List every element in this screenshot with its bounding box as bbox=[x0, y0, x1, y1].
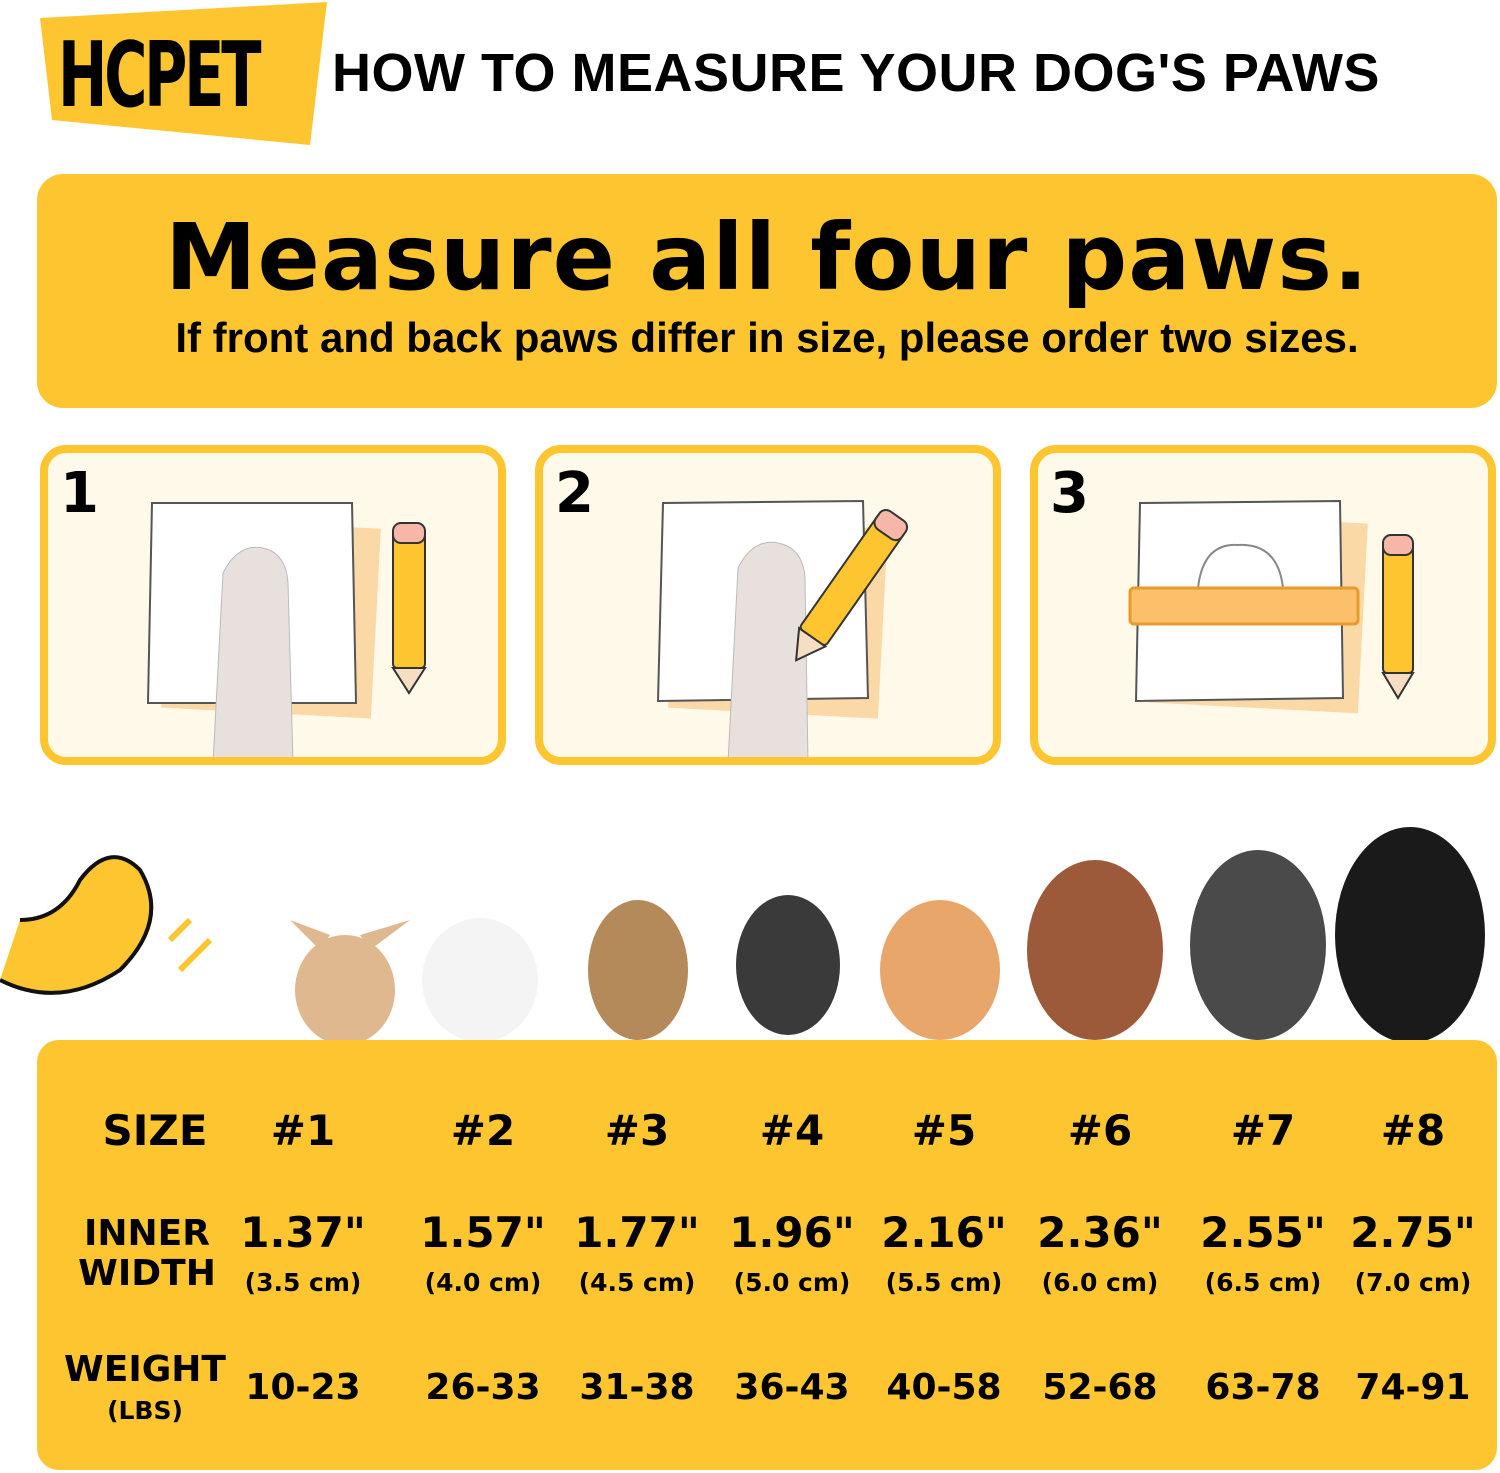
row-label-width: WIDTH bbox=[78, 1253, 216, 1294]
inner-width-cm: (4.5 cm) bbox=[578, 1268, 696, 1297]
size-value: #1 bbox=[270, 1106, 336, 1155]
step-number: 3 bbox=[1050, 461, 1089, 526]
weight-range: 31-38 bbox=[579, 1367, 695, 1408]
inner-width-inch: 2.55" bbox=[1200, 1208, 1326, 1257]
step-number: 1 bbox=[60, 461, 99, 526]
inner-width-cm: (4.0 cm) bbox=[424, 1268, 542, 1297]
step-card-1: 1 bbox=[40, 445, 506, 765]
weight-range: 63-78 bbox=[1205, 1367, 1321, 1408]
inner-width-cm: (6.0 cm) bbox=[1041, 1268, 1159, 1297]
inner-width-cm: (5.0 cm) bbox=[733, 1268, 851, 1297]
dog-schnauzer-icon bbox=[736, 895, 840, 1035]
size-value: #5 bbox=[911, 1106, 977, 1155]
dog-australian-shepherd-icon bbox=[1027, 860, 1163, 1040]
step-number: 2 bbox=[555, 461, 594, 526]
inner-width-cm: (6.5 cm) bbox=[1204, 1268, 1322, 1297]
size-value: #8 bbox=[1380, 1106, 1446, 1155]
inner-width-inch: 1.96" bbox=[729, 1208, 855, 1257]
page-title: HOW TO MEASURE YOUR DOG'S PAWS bbox=[332, 43, 1380, 103]
brand-logo: HCPET bbox=[58, 22, 262, 127]
size-value: #2 bbox=[450, 1106, 516, 1155]
row-label-inner: INNER bbox=[84, 1213, 210, 1254]
inner-width-inch: 2.75" bbox=[1350, 1208, 1476, 1257]
inner-width-inch: 1.37" bbox=[240, 1208, 366, 1257]
step-card-3: 3 bbox=[1030, 445, 1496, 765]
weight-range: 40-58 bbox=[886, 1367, 1002, 1408]
weight-range: 10-23 bbox=[245, 1367, 361, 1408]
inner-width-inch: 1.57" bbox=[420, 1208, 546, 1257]
ruler-measure-outline-icon bbox=[1128, 499, 1415, 714]
size-chart bbox=[37, 1040, 1497, 1470]
dog-breeds-illustration bbox=[0, 827, 1485, 1045]
weight-range: 26-33 bbox=[425, 1367, 541, 1408]
dog-rottweiler-icon bbox=[1335, 827, 1485, 1043]
banner-headline: Measure all four paws. bbox=[164, 204, 1370, 311]
size-value: #3 bbox=[604, 1106, 670, 1155]
weight-range: 52-68 bbox=[1042, 1367, 1158, 1408]
paw-on-paper-icon bbox=[146, 502, 427, 757]
row-label-weight: WEIGHT bbox=[64, 1349, 226, 1390]
inner-width-cm: (7.0 cm) bbox=[1354, 1268, 1472, 1297]
dog-yorkie-icon bbox=[588, 900, 688, 1040]
row-label-size: SIZE bbox=[102, 1106, 208, 1155]
weight-range: 74-91 bbox=[1355, 1367, 1471, 1408]
row-label-weight-unit: (LBS) bbox=[107, 1396, 183, 1425]
banner-subline: If front and back paws differ in size, p… bbox=[175, 314, 1359, 361]
logo-badge bbox=[40, 2, 327, 145]
inner-width-inch: 1.77" bbox=[574, 1208, 700, 1257]
size-value: #7 bbox=[1230, 1106, 1296, 1155]
size-value: #4 bbox=[759, 1106, 825, 1155]
inner-width-inch: 2.36" bbox=[1037, 1208, 1163, 1257]
step-card-2: 2 bbox=[535, 445, 1001, 765]
inner-width-cm: (5.5 cm) bbox=[885, 1268, 1003, 1297]
inner-width-cm: (3.5 cm) bbox=[244, 1268, 362, 1297]
dog-chihuahua-icon bbox=[290, 920, 410, 1045]
weight-range: 36-43 bbox=[734, 1367, 850, 1408]
dog-husky-icon bbox=[1190, 850, 1326, 1040]
instruction-banner: Measure all four paws. If front and back… bbox=[37, 174, 1497, 408]
inner-width-inch: 2.16" bbox=[881, 1208, 1007, 1257]
dog-bichon-icon bbox=[422, 918, 538, 1042]
decorative-swoosh-icon bbox=[0, 855, 213, 995]
trace-paw-with-pencil-icon bbox=[656, 499, 909, 757]
size-value: #6 bbox=[1067, 1106, 1133, 1155]
dog-shiba-icon bbox=[880, 900, 1000, 1040]
